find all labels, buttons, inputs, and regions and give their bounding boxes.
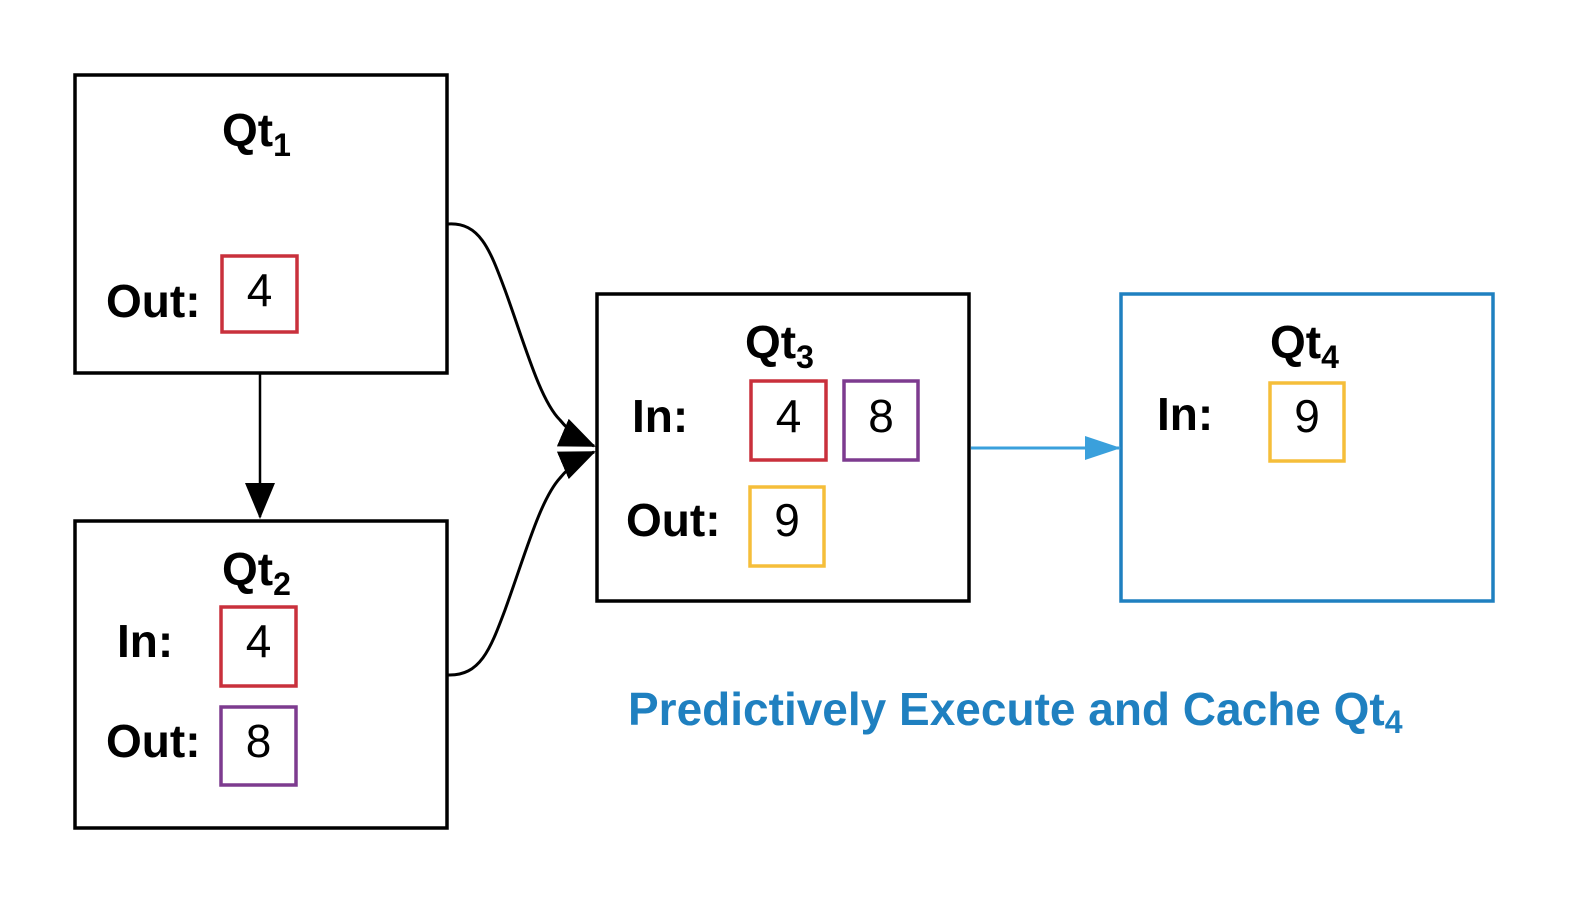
node-qt3-out-box bbox=[748, 485, 826, 568]
node-qt4-title: Qt4 bbox=[1270, 316, 1339, 375]
node-qt1-out-value: 4 bbox=[247, 264, 273, 316]
node-qt4-in-box bbox=[1268, 381, 1346, 463]
node-qt2-box bbox=[73, 519, 449, 830]
node-qt4-in-value: 9 bbox=[1294, 390, 1320, 442]
edge-qt2-to-qt3 bbox=[447, 450, 596, 677]
node-qt2-out-label: Out: bbox=[106, 715, 201, 767]
node-qt2-in-value: 4 bbox=[246, 615, 272, 667]
node-qt4: Qt4 In: 9 bbox=[1119, 292, 1495, 603]
node-qt2-out-box bbox=[219, 705, 298, 787]
node-qt3-out-value: 9 bbox=[774, 494, 800, 546]
node-qt3-in-value-1: 4 bbox=[776, 390, 802, 442]
node-qt3-title: Qt3 bbox=[745, 316, 814, 375]
node-qt3-in-value-2: 8 bbox=[868, 390, 894, 442]
node-qt2-title: Qt2 bbox=[222, 543, 291, 602]
node-qt3-in-box-2 bbox=[842, 379, 920, 462]
node-qt1-out-box bbox=[220, 254, 299, 334]
node-qt3-in-label: In: bbox=[632, 390, 688, 442]
node-qt2-out-value: 8 bbox=[246, 715, 272, 767]
node-qt3-box bbox=[595, 292, 971, 603]
node-qt3: Qt3 In: 4 8 Out: 9 bbox=[595, 292, 971, 603]
node-qt4-box bbox=[1119, 292, 1495, 603]
node-qt3-out-label: Out: bbox=[626, 494, 721, 546]
caption: Predictively Execute and Cache Qt4 bbox=[628, 683, 1403, 740]
node-qt3-in-box-1 bbox=[749, 379, 828, 462]
node-qt2: Qt2 In: 4 Out: 8 bbox=[73, 519, 449, 830]
edge-qt1-to-qt3 bbox=[447, 222, 596, 448]
node-qt1: Qt1 Out: 4 bbox=[73, 73, 449, 375]
node-qt2-in-label: In: bbox=[117, 615, 173, 667]
node-qt1-out-label: Out: bbox=[106, 275, 201, 327]
node-qt1-title: Qt1 bbox=[222, 104, 291, 163]
node-qt2-in-box bbox=[219, 605, 298, 688]
node-qt4-in-label: In: bbox=[1157, 388, 1213, 440]
